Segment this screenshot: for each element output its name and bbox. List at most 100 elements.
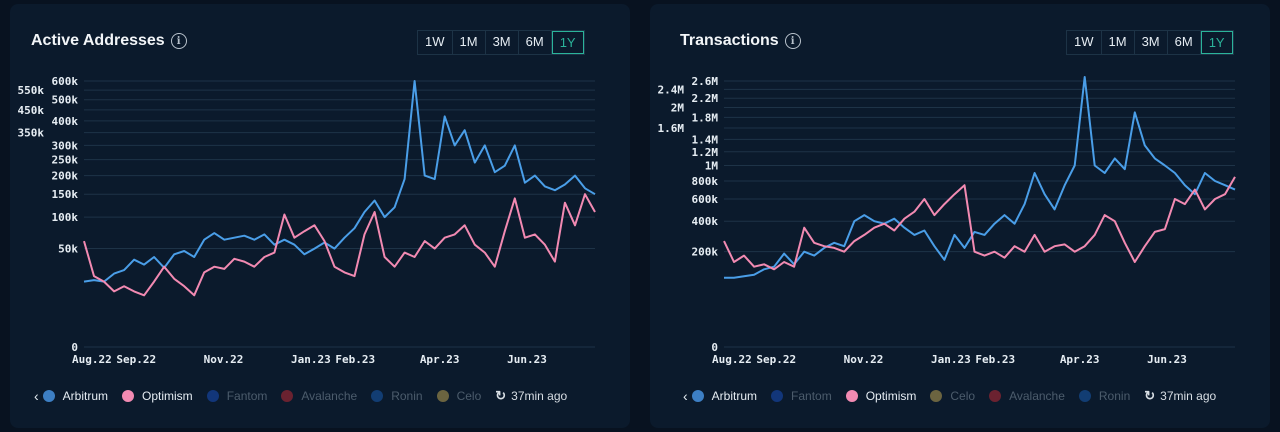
legend-dot-icon: [1078, 390, 1091, 402]
legend-dot-icon: [845, 390, 858, 402]
y-tick-label: 150k: [52, 188, 79, 201]
x-tick-label: Jun.23: [507, 353, 547, 366]
legend-item-optimism[interactable]: Optimism: [845, 389, 917, 403]
x-tick-label: Sep.22: [756, 353, 796, 366]
range-button-6m[interactable]: 6M: [1168, 31, 1201, 54]
y-tick-label: 600k: [692, 193, 719, 206]
legend-item-optimism[interactable]: Optimism: [122, 389, 193, 403]
legend-label: Celo: [456, 389, 482, 403]
legend-label: Arbitrum: [711, 389, 758, 403]
y-tick-label: 400k: [692, 215, 719, 228]
legend-label: Celo: [950, 389, 976, 403]
refresh-clock-icon: ↻: [495, 388, 507, 403]
legend-dot-icon: [989, 390, 1002, 402]
x-tick-label: Aug.22: [712, 353, 752, 366]
info-icon[interactable]: i: [784, 33, 801, 49]
last-updated-text: 37min ago: [511, 389, 568, 403]
last-updated-text: 37min ago: [1160, 389, 1217, 403]
y-tick-label: 2.4M: [658, 83, 685, 96]
y-tick-label: 1.6M: [658, 122, 685, 135]
legend-item-arbitrum[interactable]: Arbitrum: [691, 389, 758, 403]
legend-item-celo[interactable]: Celo: [436, 389, 482, 403]
legend-dot-icon: [436, 390, 449, 402]
y-tick-label: 0: [711, 341, 718, 354]
range-button-1m[interactable]: 1M: [453, 31, 486, 54]
range-button-6m[interactable]: 6M: [519, 31, 552, 54]
x-tick-label: Jan.23: [931, 353, 971, 366]
info-icon[interactable]: i: [170, 33, 187, 49]
x-tick-label: Jun.23: [1147, 353, 1187, 366]
legend-item-ronin[interactable]: Ronin: [371, 389, 423, 403]
panel-title: Transactions i: [680, 32, 801, 50]
range-button-3m[interactable]: 3M: [486, 31, 519, 54]
y-tick-label: 350k: [18, 127, 45, 140]
series-line-arbitrum: [724, 76, 1236, 279]
legend-dot-icon: [42, 390, 55, 402]
y-tick-label: 100k: [52, 211, 79, 224]
legend-label: Fantom: [791, 389, 832, 403]
y-tick-label: 1.4M: [692, 133, 719, 146]
last-updated: ↻ 37min ago: [1144, 388, 1216, 404]
y-tick-label: 50k: [58, 243, 78, 256]
legend-dot-icon: [691, 390, 704, 402]
x-tick-label: Feb.23: [975, 353, 1015, 366]
y-tick-label: 1M: [705, 159, 719, 172]
panel-title: Active Addresses i: [31, 32, 187, 50]
legend-label: Ronin: [391, 389, 423, 403]
time-range-selector: 1W 1M 3M 6M 1Y: [417, 30, 585, 55]
legend-dot-icon: [930, 390, 943, 402]
x-tick-label: Jan.23: [291, 353, 331, 366]
range-button-1y[interactable]: 1Y: [551, 31, 584, 54]
y-tick-label: 1.2M: [692, 146, 719, 159]
range-button-3m[interactable]: 3M: [1135, 31, 1168, 54]
x-tick-label: Aug.22: [72, 353, 112, 366]
y-tick-label: 2M: [671, 102, 685, 115]
legend-item-avalanche[interactable]: Avalanche: [989, 389, 1065, 403]
chart-legend: ‹ Arbitrum Fantom Optimism Celo Avalanche Roni…: [683, 388, 1216, 404]
range-button-1y[interactable]: 1Y: [1200, 31, 1233, 54]
series-line-optimism: [83, 193, 596, 297]
y-tick-label: 0: [71, 341, 78, 354]
transactions-panel: Transactions i 1W 1M 3M 6M 1Y 2.6M 2.4M 2.2M 2M 1…: [650, 4, 1270, 428]
y-tick-label: 600k: [52, 75, 79, 88]
active-addresses-chart: 600k 550k 500k 450k 400k 350k 300k 250k 200k 150k…: [18, 75, 596, 366]
legend-label: Fantom: [226, 389, 268, 403]
y-tick-label: 2.2M: [692, 92, 719, 105]
x-tick-label: Feb.23: [335, 353, 375, 366]
y-tick-label: 400k: [52, 115, 79, 128]
refresh-clock-icon: ↻: [1144, 388, 1156, 403]
legend-dot-icon: [206, 390, 219, 402]
legend-dot-icon: [281, 390, 294, 402]
legend-item-avalanche[interactable]: Avalanche: [281, 389, 357, 403]
y-tick-label: 800k: [692, 175, 719, 188]
last-updated: ↻ 37min ago: [495, 388, 567, 404]
chevron-left-icon[interactable]: ‹: [683, 388, 688, 404]
y-tick-label: 450k: [18, 104, 45, 117]
legend-item-celo[interactable]: Celo: [930, 389, 975, 403]
time-range-selector: 1W 1M 3M 6M 1Y: [1066, 30, 1234, 55]
legend-dot-icon: [771, 390, 784, 402]
chevron-left-icon[interactable]: ‹: [34, 388, 39, 404]
legend-label: Avalanche: [301, 389, 358, 403]
x-tick-label: Apr.23: [420, 353, 460, 366]
legend-item-fantom[interactable]: Fantom: [206, 389, 268, 403]
legend-label: Avalanche: [1009, 389, 1065, 403]
y-tick-label: 250k: [52, 154, 79, 167]
legend-item-arbitrum[interactable]: Arbitrum: [42, 389, 109, 403]
chart-legend: ‹ Arbitrum Optimism Fantom Avalanche Ronin Cel…: [34, 388, 567, 404]
series-line-optimism: [723, 176, 1236, 271]
range-button-1w[interactable]: 1W: [1067, 31, 1102, 54]
y-tick-label: 1.8M: [692, 111, 719, 124]
active-addresses-panel: Active Addresses i 1W 1M 3M 6M 1Y 600k 550k 500…: [10, 4, 630, 428]
legend-dot-icon: [371, 390, 384, 402]
legend-label: Optimism: [142, 389, 193, 403]
legend-dot-icon: [122, 390, 135, 402]
y-tick-label: 2.6M: [692, 75, 719, 88]
legend-label: Optimism: [865, 389, 917, 403]
legend-item-fantom[interactable]: Fantom: [771, 389, 832, 403]
range-button-1m[interactable]: 1M: [1102, 31, 1135, 54]
range-button-1w[interactable]: 1W: [418, 31, 453, 54]
legend-item-ronin[interactable]: Ronin: [1078, 389, 1130, 403]
legend-label: Arbitrum: [62, 389, 109, 403]
y-tick-label: 500k: [52, 94, 79, 107]
